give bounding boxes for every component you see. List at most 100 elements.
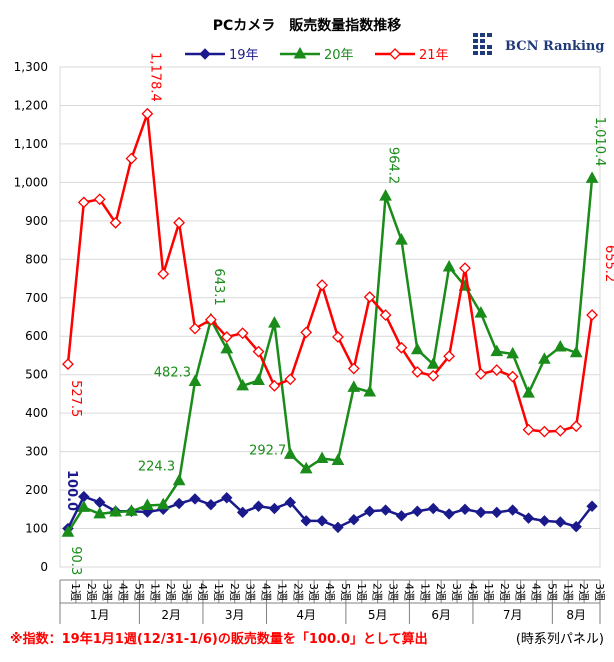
legend-label: 20年	[324, 48, 354, 63]
series-line	[66, 113, 594, 433]
month-label: 1月	[90, 608, 110, 622]
data-point	[77, 500, 91, 512]
x-tick-label: 1週	[418, 583, 431, 601]
data-point	[284, 496, 297, 509]
y-tick-label: 1,200	[14, 98, 48, 112]
y-tick-label: 700	[25, 291, 48, 305]
month-label: 3月	[225, 608, 245, 622]
data-point	[189, 322, 201, 335]
x-tick-label: 2週	[85, 583, 98, 601]
data-point	[316, 515, 328, 527]
data-point	[188, 374, 202, 386]
data-point	[538, 425, 551, 438]
data-point	[141, 107, 154, 120]
data-label: 1,010.4	[592, 117, 607, 167]
data-point	[125, 504, 138, 516]
x-tick-label: 3週	[450, 583, 463, 601]
month-label: 2月	[161, 608, 181, 622]
x-tick-label: 4週	[117, 583, 130, 601]
data-point	[491, 506, 503, 519]
series-20年	[61, 171, 599, 537]
legend-label: 21年	[419, 48, 449, 63]
logo-square	[473, 39, 478, 43]
y-tick-label: 0	[40, 560, 48, 574]
data-point	[268, 379, 281, 392]
data-point	[173, 216, 186, 229]
x-tick-label: 1週	[561, 583, 574, 601]
logo-square	[487, 51, 492, 55]
y-tick-label: 900	[25, 214, 48, 228]
data-label: 482.3	[154, 366, 191, 381]
data-label: 292.7	[249, 443, 286, 458]
logo-square	[473, 45, 478, 49]
data-point	[411, 366, 424, 378]
y-tick-label: 200	[25, 483, 48, 497]
annotations: 100.0 90.3 224.3 482.3 643.1 292.7 964.2 1,010.…	[64, 52, 614, 575]
y-tick-label: 1,000	[14, 175, 48, 189]
data-point	[125, 152, 138, 165]
month-label: 5月	[368, 608, 388, 622]
data-point	[474, 368, 487, 380]
data-point	[411, 505, 424, 517]
data-point	[389, 48, 401, 60]
y-tick-label: 500	[25, 368, 48, 382]
data-point	[221, 492, 233, 504]
y-tick-label: 800	[25, 252, 48, 266]
data-point	[141, 498, 154, 510]
x-tick-label: 5週	[339, 583, 352, 601]
data-point	[78, 490, 90, 503]
data-point	[570, 420, 583, 433]
x-tick-label: 1週	[212, 583, 225, 601]
data-point	[157, 268, 170, 280]
data-point	[522, 423, 535, 436]
x-tick-label: 5週	[132, 583, 145, 601]
x-tick-label: 2週	[577, 583, 590, 601]
x-tick-label: 1週	[355, 583, 368, 601]
x-tick-label: 3週	[593, 583, 606, 601]
legend-label: 19年	[229, 48, 259, 63]
data-point	[300, 326, 313, 339]
data-point	[426, 357, 440, 369]
data-point	[220, 331, 233, 343]
data-point	[522, 512, 535, 524]
data-point	[93, 506, 107, 519]
data-point	[293, 46, 307, 59]
data-point	[236, 378, 249, 391]
data-point	[236, 327, 249, 340]
footnote: ※指数：19年1月1週(12/31-1/6)の販売数量を「100.0」として算出	[10, 631, 428, 647]
y-tick-label: 600	[25, 329, 48, 343]
logo-square	[480, 45, 485, 49]
data-point	[236, 506, 249, 519]
data-point	[268, 502, 281, 515]
data-point	[315, 451, 329, 464]
data-point	[586, 309, 598, 321]
data-point	[427, 369, 440, 382]
data-point	[475, 506, 487, 519]
chart-title: PCカメラ 販売数量指数推移	[213, 17, 402, 34]
x-tick-label: 3週	[307, 583, 320, 601]
y-tick-label: 1,300	[14, 60, 48, 74]
gridlines	[59, 66, 601, 568]
data-label: 1,178.4	[147, 52, 162, 102]
y-tick-label: 1,100	[14, 137, 48, 151]
data-point	[109, 504, 122, 517]
data-point	[347, 362, 360, 375]
series-line	[66, 495, 594, 530]
data-point	[172, 473, 186, 486]
x-tick-label: 4週	[260, 583, 273, 601]
legend: 19年 20年 21年	[185, 46, 449, 63]
data-label: 527.5	[68, 380, 83, 417]
logo-square	[487, 45, 492, 49]
data-point	[554, 516, 567, 528]
data-point	[363, 505, 376, 517]
data-point	[443, 508, 455, 520]
data-point	[268, 316, 281, 328]
x-tick-label: 3週	[101, 583, 114, 601]
data-point	[77, 196, 90, 209]
data-point	[332, 521, 344, 534]
series-layer	[61, 107, 599, 537]
x-tick-label: 5週	[545, 583, 558, 601]
x-tick-label: 2週	[164, 583, 177, 601]
logo-square	[473, 51, 478, 55]
bcn-logo: BCN Ranking	[473, 33, 604, 55]
